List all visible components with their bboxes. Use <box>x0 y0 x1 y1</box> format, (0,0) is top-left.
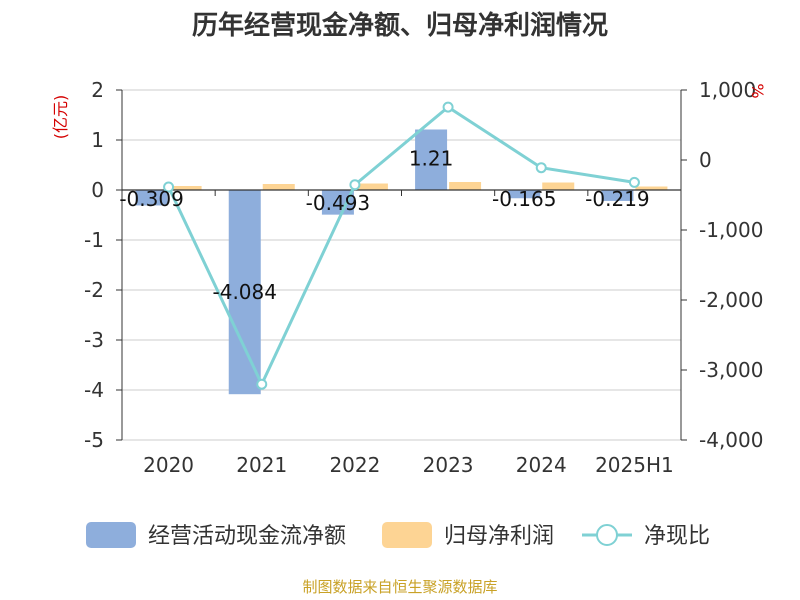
axes-layer: 2 1 0 -1 -2 -3 -4 -5 1,000 0 -1,000 -2,000 -3,000 -4,… <box>84 78 763 477</box>
left-tick-label: -5 <box>84 428 104 452</box>
right-tick-label: -2,000 <box>699 288 763 312</box>
right-tick-label: -1,000 <box>699 218 763 242</box>
legend-label: 归母净利润 <box>444 524 554 549</box>
left-tick-label: -2 <box>84 278 104 302</box>
legend-item-cash-flow: 经营活动现金流净额 <box>86 522 346 549</box>
net-profit-bar <box>635 186 668 190</box>
legend-label: 净现比 <box>644 524 710 549</box>
left-tick-label: -4 <box>84 378 104 402</box>
source-note: 制图数据来自恒生聚源数据库 <box>302 578 497 596</box>
line-layer <box>163 101 640 390</box>
legend-swatch <box>382 522 432 548</box>
legend-marker <box>596 524 618 546</box>
cash-flow-data-label: -4.084 <box>213 280 277 304</box>
cash-ratio-point <box>349 179 361 191</box>
legend-item-cash-ratio: 净现比 <box>582 524 710 549</box>
cash-ratio-point <box>628 176 640 188</box>
right-tick-label: -4,000 <box>699 428 763 452</box>
cash-flow-bar <box>415 129 448 190</box>
left-tick-label: 0 <box>91 178 104 202</box>
net-profit-bar <box>262 184 295 190</box>
net-profit-bar <box>169 186 202 190</box>
right-tick-label: 0 <box>699 148 712 172</box>
net-profit-bar <box>449 182 482 190</box>
labels-layer: -0.309 -4.084 -0.493 1.21 -0.165 -0.219 <box>119 147 649 305</box>
legend-label: 经营活动现金流净额 <box>148 524 346 549</box>
legend-item-net-profit: 归母净利润 <box>382 522 554 549</box>
bars-layer <box>135 129 668 395</box>
category-label: 2024 <box>516 453 567 477</box>
cash-ratio-point <box>163 181 175 193</box>
cash-flow-bar <box>508 190 541 199</box>
legend-swatch <box>86 522 136 548</box>
left-tick-label: -3 <box>84 328 104 352</box>
net-profit-bar <box>542 182 575 190</box>
cash-flow-bar <box>228 190 261 395</box>
cash-flow-bar <box>601 190 634 201</box>
cash-flow-data-label: -0.493 <box>306 191 370 215</box>
cash-flow-data-label: -0.309 <box>119 187 183 211</box>
left-tick-label: 2 <box>91 78 104 102</box>
left-axis-unit: (亿元) <box>51 95 70 140</box>
category-label: 2020 <box>143 453 194 477</box>
cash-ratio-point <box>442 101 454 113</box>
legend: 经营活动现金流净额 归母净利润 净现比 <box>86 522 710 549</box>
cash-ratio-line <box>167 105 635 388</box>
net-profit-bar <box>355 183 388 190</box>
left-tick-label: 1 <box>91 128 104 152</box>
cash-ratio-point <box>256 378 268 390</box>
cash-ratio-point <box>535 162 547 174</box>
cash-flow-data-label: 1.21 <box>409 147 454 171</box>
right-tick-label: -3,000 <box>699 358 763 382</box>
chart-title: 历年经营现金净额、归母净利润情况 <box>192 10 608 41</box>
left-tick-label: -1 <box>84 228 104 252</box>
cash-flow-data-label: -0.165 <box>492 187 556 211</box>
cash-flow-bar <box>321 190 354 215</box>
category-label: 2023 <box>423 453 474 477</box>
right-tick-label: 1,000 <box>699 78 756 102</box>
right-axis-unit: % <box>748 83 767 98</box>
cash-flow-data-label: -0.219 <box>585 187 649 211</box>
category-label: 2022 <box>329 453 380 477</box>
category-label: 2021 <box>236 453 287 477</box>
cash-flow-bar <box>135 190 168 206</box>
category-label: 2025H1 <box>595 453 674 477</box>
